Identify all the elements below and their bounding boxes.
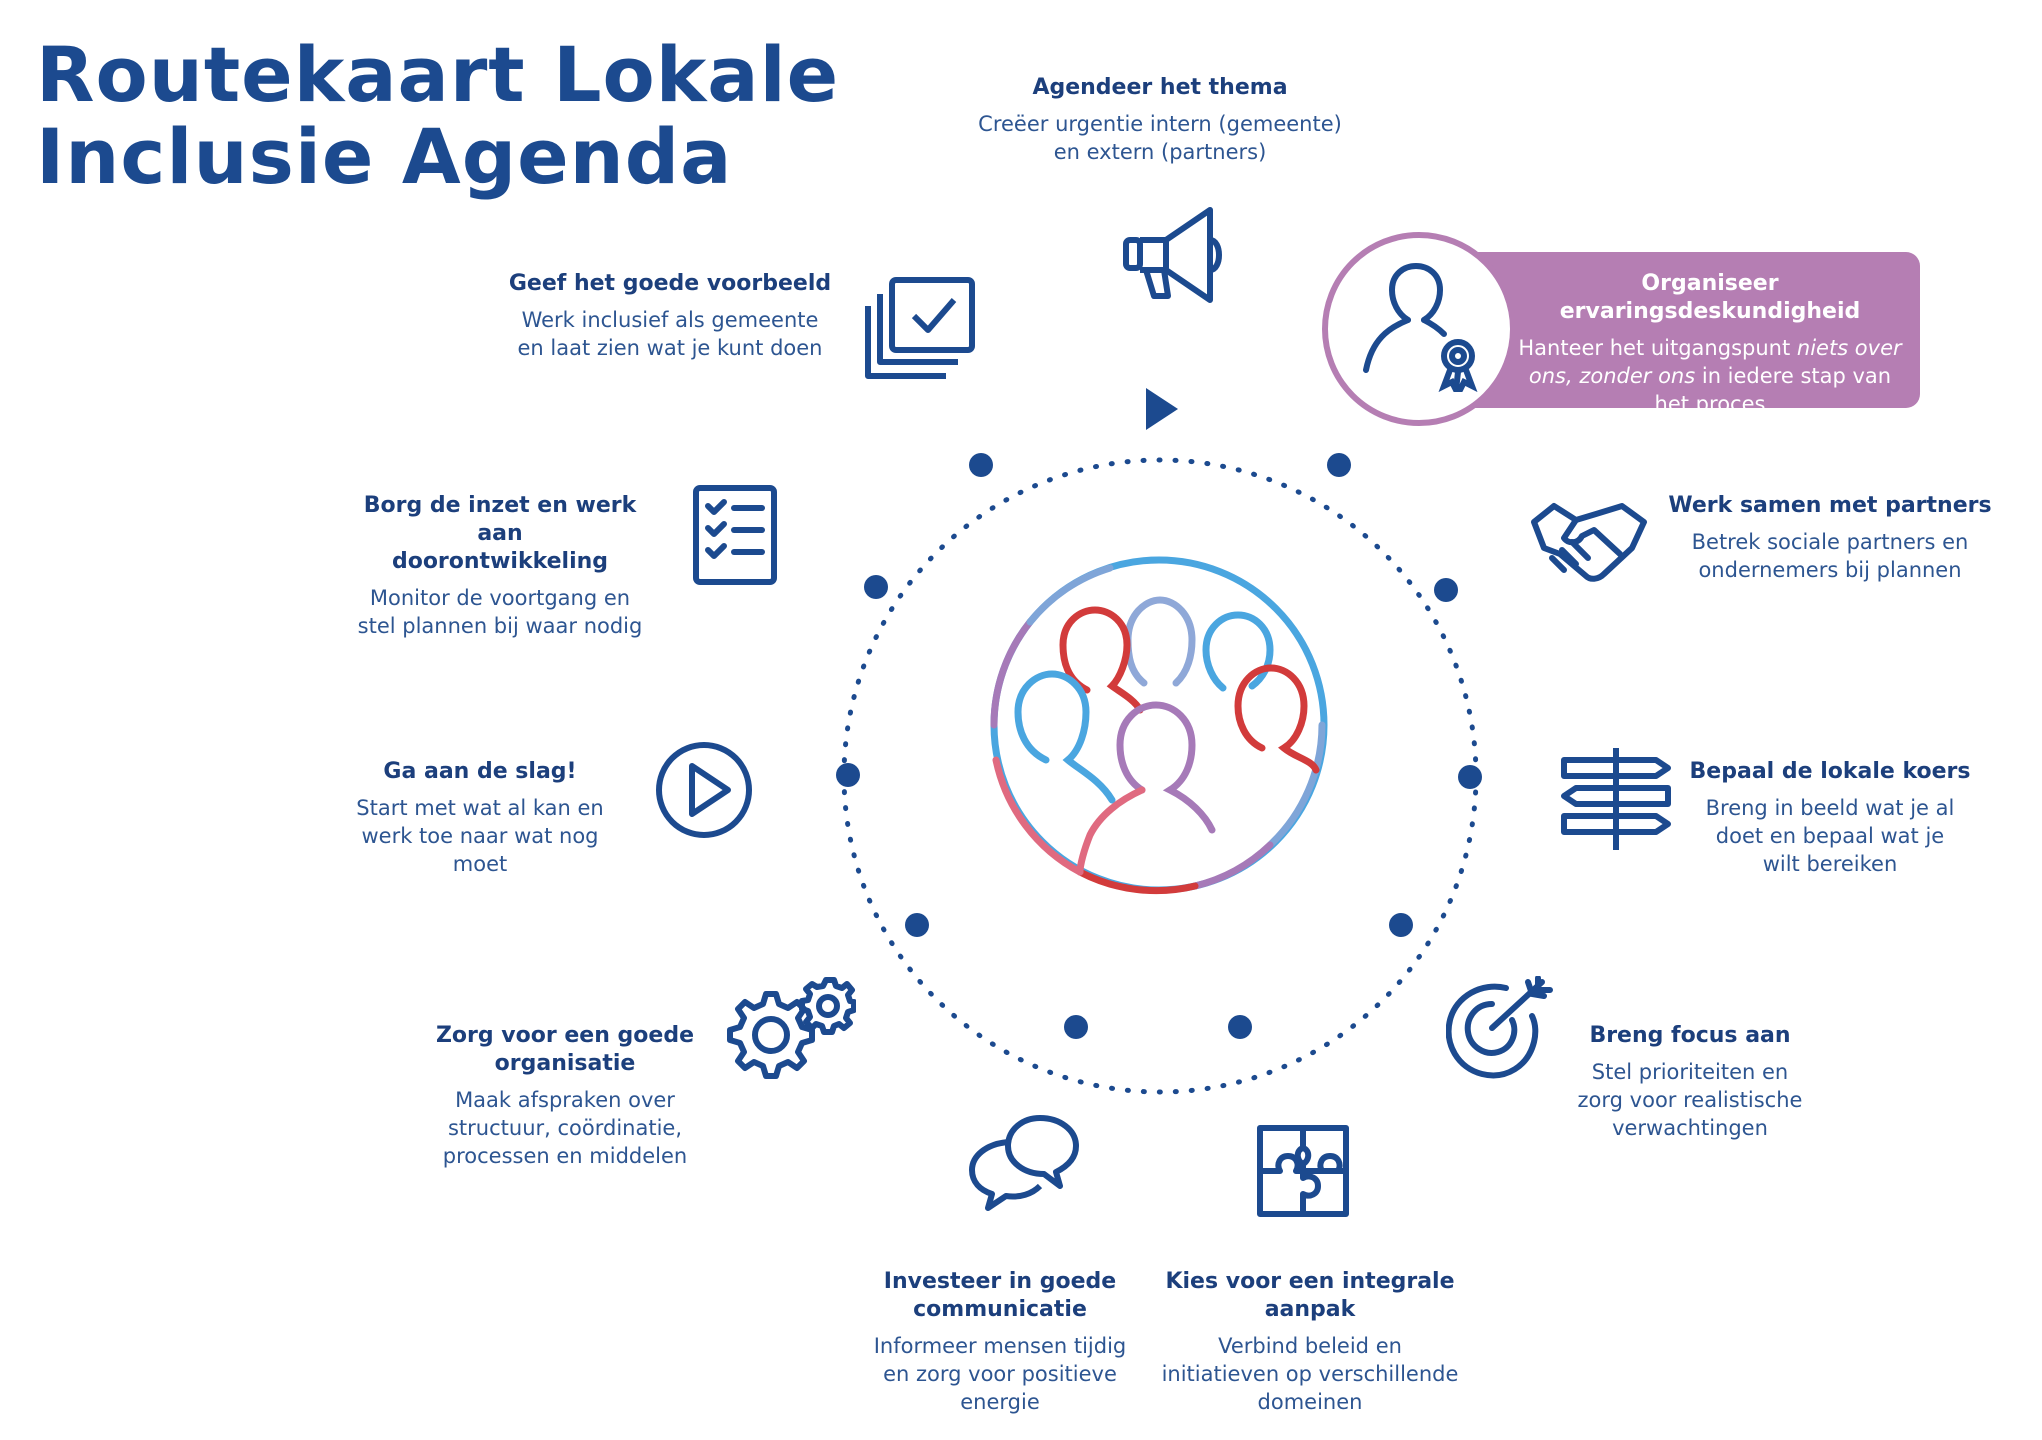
target-icon — [1446, 976, 1553, 1079]
step-ervaring-title: Organiseer ervaringsdeskundigheid — [1559, 271, 1861, 324]
desc-part: Hanteer het uitgangspunt — [1518, 336, 1791, 360]
step-integraal-desc: Verbind beleid en initiatieven op versch… — [1150, 1332, 1470, 1416]
step-slag-title: Ga aan de slag! — [383, 759, 577, 784]
step-koers-title: Bepaal de lokale koers — [1689, 759, 1971, 784]
desc-line: processen en middelen — [442, 1144, 688, 1168]
desc-line: moet — [452, 852, 508, 876]
title-line: aanpak — [1264, 1297, 1356, 1322]
step-koers: Bepaal de lokale koers Breng in beeld wa… — [1680, 758, 1980, 878]
title-line: communicatie — [913, 1297, 1087, 1322]
step-voorbeeld: Geef het goede voorbeeld Werk inclusief … — [490, 270, 850, 362]
desc-line: ons, zonder ons in iedere stap van — [1500, 362, 1920, 390]
step-voorbeeld-title: Geef het goede voorbeeld — [508, 271, 832, 296]
step-borg: Borg de inzet en werk aan doorontwikkeli… — [340, 492, 660, 640]
signpost-icon — [1561, 748, 1671, 850]
desc-line: en laat zien wat je kunt doen — [517, 336, 823, 360]
desc-line: Verbind beleid en — [1218, 1334, 1402, 1358]
desc-line: Breng in beeld wat je al — [1705, 796, 1955, 820]
title-line-2: Inclusie Agenda — [36, 112, 733, 201]
step-agendeer-title: Agendeer het thema — [1032, 75, 1288, 100]
step-slag-desc: Start met wat al kan en werk toe naar wa… — [340, 794, 620, 878]
desc-line: ondernemers bij plannen — [1698, 558, 1962, 582]
title-line: Investeer in goede — [883, 1269, 1117, 1294]
puzzle-icon — [1257, 1125, 1349, 1217]
desc-line: Stel prioriteiten en — [1591, 1060, 1789, 1084]
step-communicatie: Investeer in goede communicatie Informee… — [860, 1268, 1140, 1416]
megaphone-icon — [1123, 207, 1222, 303]
desc-line: werk toe naar wat nog — [361, 824, 599, 848]
step-agendeer: Agendeer het thema Creëer urgentie inter… — [960, 74, 1360, 166]
cycle-dotted-ring — [841, 457, 1479, 1095]
desc-line: wilt bereiken — [1762, 852, 1898, 876]
highlight-panel — [1440, 252, 1920, 408]
desc-line: zorg voor realistische — [1577, 1088, 1803, 1112]
step-integraal-title: Kies voor een integrale aanpak — [1150, 1268, 1470, 1324]
person-award-icon — [1363, 262, 1478, 392]
step-communicatie-title: Investeer in goede communicatie — [860, 1268, 1140, 1324]
step-koers-desc: Breng in beeld wat je al doet en bepaal … — [1680, 794, 1980, 878]
desc-line: het proces — [1654, 392, 1766, 416]
step-focus-desc: Stel prioriteiten en zorg voor realistis… — [1540, 1058, 1840, 1142]
desc-line: verwachtingen — [1612, 1116, 1768, 1140]
desc-line: en zorg voor positieve — [883, 1362, 1117, 1386]
step-ervaring: Organiseer ervaringsdeskundigheid Hantee… — [1500, 270, 1920, 418]
title-line: Kies voor een integrale — [1165, 1269, 1455, 1294]
step-slag: Ga aan de slag! Start met wat al kan en … — [340, 758, 620, 878]
step-samen-title: Werk samen met partners — [1668, 493, 1992, 518]
step-agendeer-desc: Creëer urgentie intern (gemeente) en ext… — [960, 110, 1360, 166]
desc-line: initiatieven op verschillende — [1161, 1362, 1459, 1386]
desc-line: Hanteer het uitgangspunt niets over — [1500, 334, 1920, 362]
desc-line: Maak afspraken over — [455, 1088, 675, 1112]
title-line: Borg de inzet en werk aan — [363, 493, 637, 546]
handshake-icon — [1531, 503, 1647, 582]
desc-line: structuur, coördinatie, — [447, 1116, 682, 1140]
step-focus: Breng focus aan Stel prioriteiten en zor… — [1540, 1022, 1840, 1142]
step-voorbeeld-desc: Werk inclusief als gemeente en laat zien… — [490, 306, 850, 362]
desc-line: Creëer urgentie intern (gemeente) — [978, 112, 1342, 136]
group-of-people-icon — [990, 556, 1328, 895]
cycle-dots — [836, 453, 1482, 1039]
speech-bubbles-icon — [969, 1115, 1079, 1211]
page-title: Routekaart Lokale Inclusie Agenda — [36, 34, 839, 198]
checklist-icon — [693, 485, 777, 585]
step-organisatie-desc: Maak afspraken over structuur, coördinat… — [420, 1086, 710, 1170]
desc-line: domeinen — [1257, 1390, 1363, 1414]
desc-line: Monitor de voortgang en — [369, 586, 631, 610]
cycle-arrow-icon — [1146, 388, 1178, 430]
step-focus-title: Breng focus aan — [1589, 1023, 1791, 1048]
desc-line: en extern (partners) — [1053, 140, 1267, 164]
step-samen: Werk samen met partners Betrek sociale p… — [1660, 492, 2000, 584]
step-organisatie: Zorg voor een goede organisatie Maak afs… — [420, 1022, 710, 1170]
title-line-1: Routekaart Lokale — [36, 30, 840, 119]
desc-line: doet en bepaal wat je — [1715, 824, 1945, 848]
desc-line: Start met wat al kan en — [356, 796, 604, 820]
step-ervaring-desc: Hanteer het uitgangspunt niets over ons,… — [1500, 334, 1920, 418]
desc-emphasis: ons, zonder ons — [1528, 364, 1696, 388]
gears-icon — [727, 977, 856, 1079]
step-borg-title: Borg de inzet en werk aan doorontwikkeli… — [340, 492, 660, 576]
step-borg-desc: Monitor de voortgang en stel plannen bij… — [340, 584, 660, 640]
desc-line: stel plannen bij waar nodig — [357, 614, 643, 638]
step-integraal: Kies voor een integrale aanpak Verbind b… — [1150, 1268, 1470, 1416]
desc-line: energie — [960, 1390, 1040, 1414]
step-communicatie-desc: Informeer mensen tijdig en zorg voor pos… — [860, 1332, 1140, 1416]
play-icon — [656, 742, 752, 838]
title-line: doorontwikkeling — [391, 549, 609, 574]
title-line: organisatie — [494, 1051, 636, 1076]
desc-part: in iedere stap van — [1701, 364, 1892, 388]
title-line: Zorg voor een goede — [435, 1023, 695, 1048]
step-organisatie-title: Zorg voor een goede organisatie — [420, 1022, 710, 1078]
desc-line: Betrek sociale partners en — [1691, 530, 1969, 554]
desc-emphasis: niets over — [1796, 336, 1902, 360]
desc-line: Werk inclusief als gemeente — [521, 308, 819, 332]
desc-line: Informeer mensen tijdig — [873, 1334, 1127, 1358]
step-samen-desc: Betrek sociale partners en ondernemers b… — [1660, 528, 2000, 584]
checked-cards-icon — [865, 277, 975, 379]
